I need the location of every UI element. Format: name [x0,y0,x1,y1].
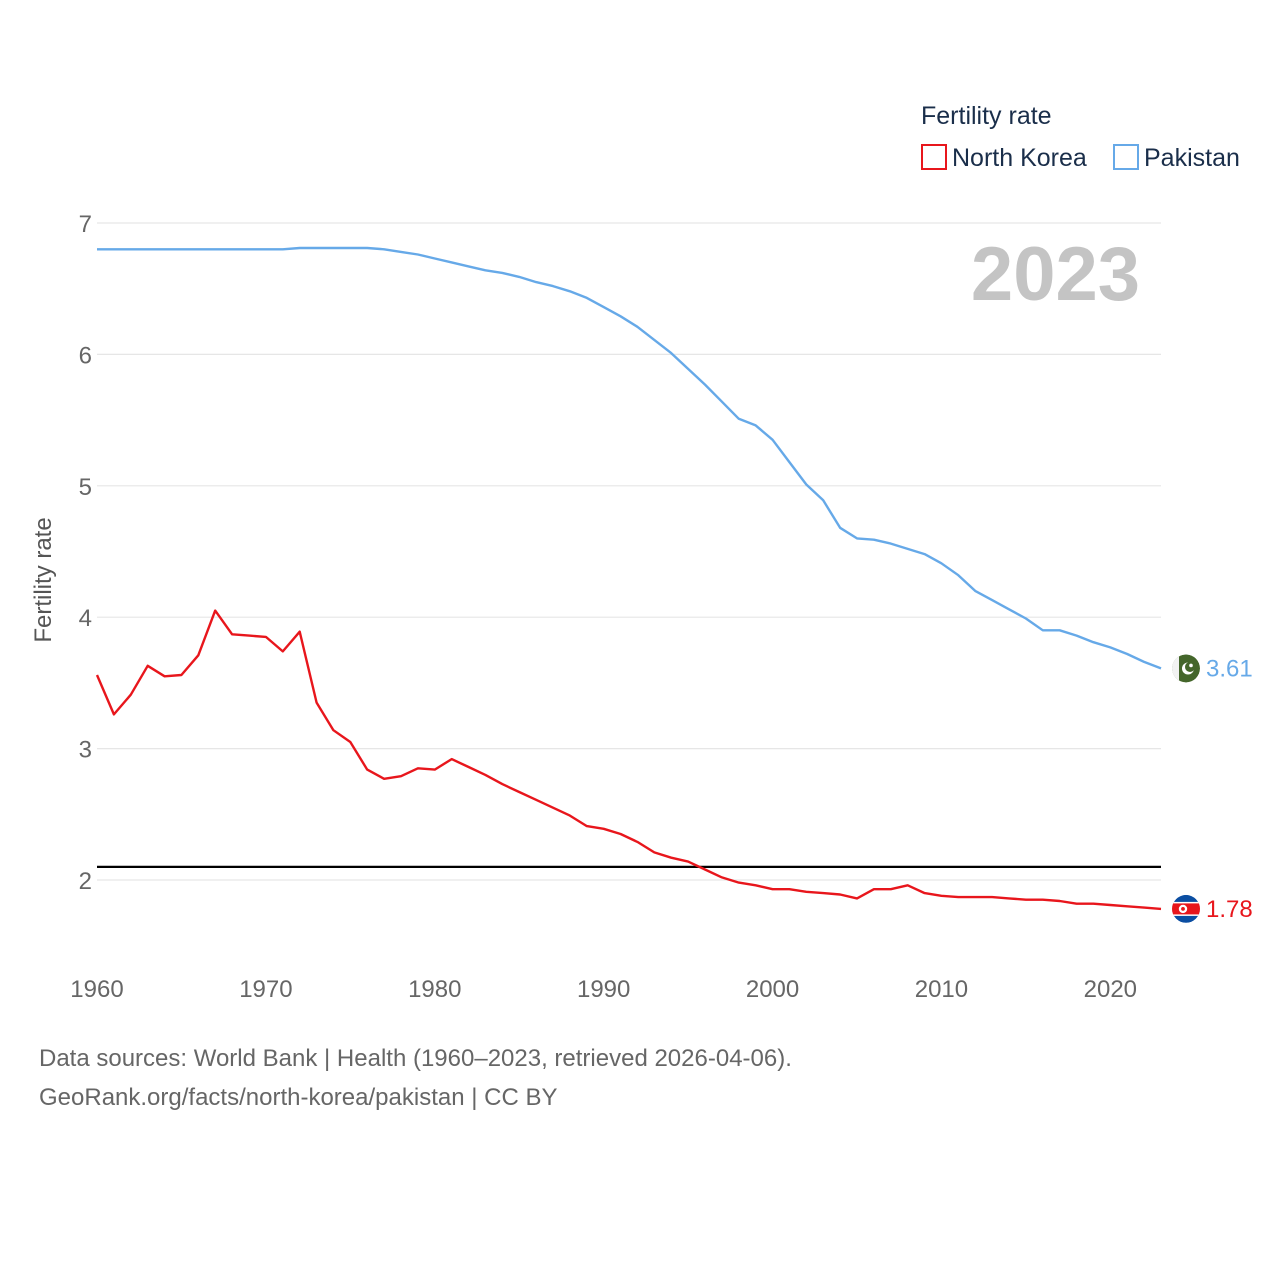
y-tick-labels: 2 3 4 5 6 7 [79,211,92,895]
legend-label-north-korea: North Korea [952,144,1087,172]
series-line-pakistan [97,246,1162,670]
x-tick-1980: 1980 [408,976,461,1003]
x-tick-1970: 1970 [239,976,292,1003]
series-line-north-korea [95,609,1162,911]
year-label: 2023 [971,232,1140,317]
x-tick-1960: 1960 [70,976,123,1003]
legend-item-pakistan[interactable]: Pakistan [1113,144,1240,172]
x-tick-labels: 1960 1970 1980 1990 2000 2010 2020 [70,976,1137,1003]
y-gridlines [97,222,1161,881]
credit-link[interactable]: GeoRank.org/facts/north-korea/pakistan |… [39,1084,558,1111]
y-axis-label: Fertility rate [30,517,57,642]
y-tick-2: 2 [79,868,92,895]
y-tick-6: 6 [79,342,92,369]
legend-swatch-north-korea [921,144,947,170]
end-label-north-korea: 1.78 [1206,896,1253,923]
legend-item-north-korea[interactable]: North Korea [921,144,1087,172]
x-tick-1990: 1990 [577,976,630,1003]
x-tick-2000: 2000 [746,976,799,1003]
y-tick-3: 3 [79,737,92,764]
legend-swatch-pakistan [1113,144,1139,170]
end-label-pakistan: 3.61 [1206,655,1253,682]
legend-label-pakistan: Pakistan [1144,144,1240,172]
north-korea-flag-icon [1172,894,1200,923]
y-tick-7: 7 [79,211,92,238]
source-text: Data sources: World Bank | Health (1960–… [39,1045,792,1072]
x-tick-2020: 2020 [1084,976,1137,1003]
series-lines [95,246,1162,911]
legend-title: Fertility rate [921,102,1052,130]
pakistan-flag-icon [1172,654,1200,683]
y-tick-4: 4 [79,605,92,632]
y-tick-5: 5 [79,474,92,501]
x-tick-2010: 2010 [915,976,968,1003]
